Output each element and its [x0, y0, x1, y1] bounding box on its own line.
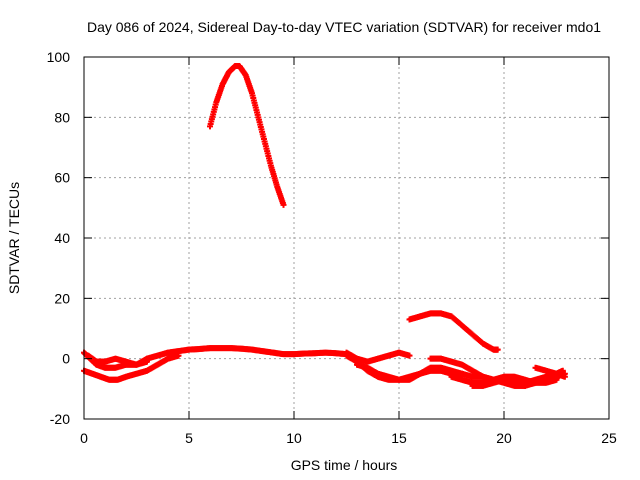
- x-tick-label: 25: [601, 430, 617, 446]
- data-point: [553, 376, 560, 383]
- series-mid-band: [85, 352, 150, 368]
- data-point: [144, 358, 150, 365]
- x-tick-label: 10: [286, 430, 302, 446]
- data-points: [81, 63, 568, 389]
- axis-ticks: 0 5 10 15 20 25 -20 0 20 40 60 80 100: [47, 49, 617, 446]
- y-tick-label: 80: [54, 109, 70, 125]
- grid-lines: [84, 57, 609, 419]
- y-axis-label: SDTVAR / TECUs: [6, 182, 22, 294]
- chart-title: Day 086 of 2024, Sidereal Day-to-day VTE…: [87, 19, 601, 35]
- x-tick-label: 15: [391, 430, 407, 446]
- y-tick-label: 0: [62, 351, 70, 367]
- data-point: [561, 373, 568, 380]
- data-point: [494, 346, 501, 353]
- x-tick-label: 0: [80, 430, 88, 446]
- data-point: [280, 201, 287, 208]
- x-axis-label: GPS time / hours: [291, 457, 398, 473]
- y-tick-label: 100: [47, 49, 71, 65]
- y-tick-label: 60: [54, 170, 70, 186]
- y-tick-label: 40: [54, 230, 70, 246]
- series-band-c: [354, 361, 465, 383]
- x-tick-label: 5: [185, 430, 193, 446]
- series-hump: [406, 310, 501, 353]
- data-point: [459, 370, 465, 377]
- y-tick-label: 20: [54, 290, 70, 306]
- data-point: [522, 382, 528, 389]
- series-low-band: [81, 352, 182, 383]
- data-point: [175, 352, 182, 359]
- y-tick-label: -20: [50, 411, 70, 427]
- data-point: [406, 352, 413, 359]
- series-band-e: [448, 373, 560, 386]
- series-main-band: [81, 345, 350, 371]
- x-tick-label: 20: [496, 430, 512, 446]
- series-band-f: [469, 376, 528, 389]
- series-band-b: [343, 349, 413, 365]
- series-high-arc: [207, 63, 287, 208]
- series-band-g: [532, 364, 568, 380]
